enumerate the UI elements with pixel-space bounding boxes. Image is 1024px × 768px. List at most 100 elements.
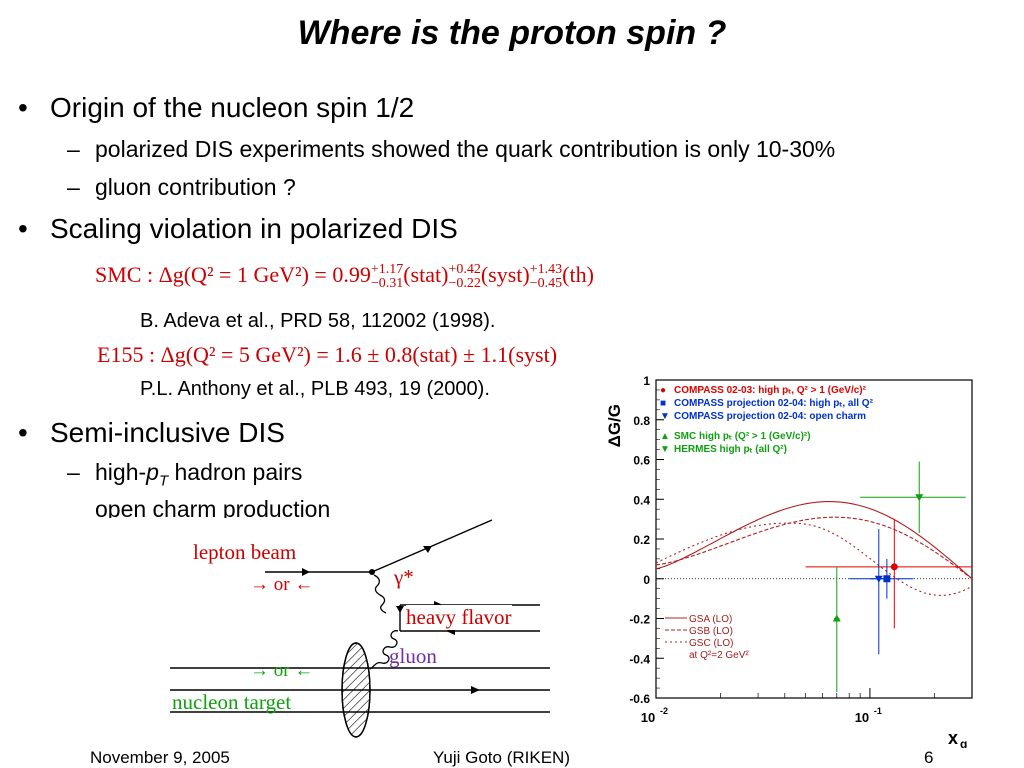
reference-adeva: B. Adeva et al., PRD 58, 112002 (1998). [140,310,496,332]
footer-page-number: 6 [924,748,934,767]
bullet-nucleon-spin: • Origin of the nucleon spin 1/2 [18,92,415,124]
legend-entry: ▼ COMPASS projection 02-04: open charm [660,410,873,423]
smc-syst-up: +0.42 [448,261,481,277]
legend-marker-icon: ▲ [660,431,670,442]
high-pt-prefix: high- [95,459,147,485]
bullet-text: Scaling violation in polarized DIS [50,213,458,244]
bullet-dot: • [18,417,28,448]
bullet-text: Semi-inclusive DIS [50,417,285,448]
sub-bullet-open-charm: – open charm production [95,496,330,518]
slide-title: Where is the proton spin ? [297,14,727,52]
legend-model-entry: GSC (LO) [665,638,749,650]
smc-th-down: −0.45 [529,275,563,291]
sub-bullet-text: polarized DIS experiments showed the qua… [95,136,836,162]
legend-entry: ● COMPASS 02-03: high pₜ, Q² > 1 (GeV/c)² [660,384,873,397]
x-tick-exponent: -2 [660,706,668,716]
smc-syst-down: −0.22 [448,275,481,291]
high-pt-t: T [158,472,169,490]
x-tick-exponent: -1 [874,706,882,716]
nucleon-target-label: nucleon target [172,690,292,714]
legend-entry: ▲ SMC high pₜ (Q² > 1 (GeV/c)²) [660,430,873,443]
dash: – [67,174,80,200]
sub-bullet-text: open charm production [95,496,331,518]
data-point-smc [832,614,841,622]
sub-bullet-high-pt: – high-pT hadron pairs [67,459,302,490]
legend-text: at Q²=2 GeV² [689,650,749,661]
y-tick-label: 0.6 [633,454,650,468]
legend-entry: ■ COMPASS projection 02-04: high pₜ, all … [660,397,873,410]
vertex-dot [369,569,375,575]
outgoing-lepton-arrow-icon [423,546,432,553]
sub-bullet-text: gluon contribution ? [95,174,296,200]
smc-syst-label: (syst) [480,262,530,287]
smc-equation: SMC : Δg(Q² = 1 GeV²) = 0.99 +1.17 −0.31 (s… [95,262,594,291]
photon-label: γ* [394,565,414,589]
legend-text: GSB (LO) [689,626,733,637]
heavy-flavor-label: heavy flavor [406,605,512,630]
high-pt-p: p [146,459,159,485]
legend-model-entry: at Q²=2 GeV² [665,650,749,662]
target-arrow-icon [471,686,480,694]
bullet-dot: • [18,213,28,244]
legend-line-icon [665,629,687,631]
sub-bullet-gluon: – gluon contribution ? [67,174,296,201]
legend-entry: ▼ HERMES high pₜ (all Q²) [660,443,873,456]
data-point-hermes [915,494,924,502]
y-tick-label: 0 [643,573,650,587]
gluon-propagator [369,630,399,670]
data-point-compass [890,563,898,571]
curve-gsc [655,522,973,596]
footer-author: Yuji Goto (RIKEN) [433,748,570,767]
legend-line-icon [665,641,687,643]
x-axis-label-subscript: g [960,737,967,748]
legend-line-icon [665,617,687,619]
curve-gsa [655,501,973,580]
legend-text: COMPASS projection 02-04: high pₜ, all Q… [674,398,873,409]
delta-g-chart: 1 0.8 0.6 0.4 0.2 0 -0.2 -0.4 -0.6 10 -2 10 -1 ΔG/G… [605,374,973,748]
y-tick-label: 0.8 [633,414,650,428]
y-tick-label: -0.4 [629,652,650,666]
footer-date: November 9, 2005 [90,748,230,767]
legend-text: GSA (LO) [689,614,733,625]
bullet-scaling-violation: • Scaling violation in polarized DIS [18,213,458,245]
y-tick-label: 0.4 [633,493,650,507]
quark-exchange-arrow-icon [396,606,404,613]
smc-th-up: +1.43 [529,261,563,277]
legend-marker-icon: ▼ [660,444,670,455]
legend-text: HERMES high pₜ (all Q²) [674,444,787,455]
y-tick-label: -0.2 [629,613,650,627]
gluon-label: gluon [389,644,437,668]
chart-legend-top: ● COMPASS 02-03: high pₜ, Q² > 1 (GeV/c)²… [660,384,873,456]
lepton-beam-label: lepton beam [193,540,297,564]
plot-frame [655,379,973,699]
feynman-diagram [170,519,550,738]
y-tick-label: -0.6 [629,692,650,706]
bullet-text: Origin of the nucleon spin 1/2 [50,92,415,123]
legend-text: COMPASS projection 02-04: open charm [674,411,867,422]
dash: – [67,136,80,162]
legend-model-entry: GSB (LO) [665,626,749,638]
x-axis-label: x [948,728,958,748]
smc-stat-down: −0.31 [370,275,404,291]
smc-stat-label: (stat) [403,262,449,287]
y-axis-label: ΔG/G [605,404,624,447]
legend-marker-icon: ▼ [660,411,670,422]
bullet-dot: • [18,92,28,123]
sub-bullet-quark: – polarized DIS experiments showed the q… [67,136,836,163]
lepton-arrow-icon [302,568,310,576]
target-polarization-label: → or ← [250,660,314,681]
e155-equation: E155 : Δg(Q² = 5 GeV²) = 1.6 ± 0.8(stat)… [97,342,558,367]
data-point-compass-proj-charm [874,575,883,583]
dash: – [67,459,80,485]
reference-anthony: P.L. Anthony et al., PLB 493, 19 (2000). [140,378,490,400]
bullet-semi-inclusive: • Semi-inclusive DIS [18,417,285,449]
smc-th-label: (th) [562,262,594,287]
legend-marker-icon: ■ [660,398,667,409]
legend-marker-icon: ● [660,385,667,396]
chart-legend-bottom: GSA (LO) GSB (LO) GSC (LO) at Q²=2 GeV² [665,614,749,662]
smc-equation-lhs: SMC : Δg(Q² = 1 GeV²) = 0.99 [95,262,371,287]
legend-text: GSC (LO) [689,638,734,649]
y-tick-label: 1 [643,374,650,388]
x-tick-label: 10 [641,710,655,725]
lepton-polarization-label: → or ← [250,574,314,595]
